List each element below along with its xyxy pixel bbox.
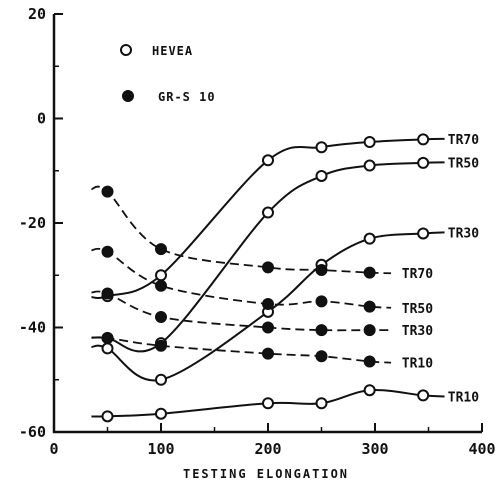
x-axis-title: TESTING ELONGATION [183, 467, 349, 481]
point-hevea-tr50 [417, 156, 430, 169]
point-grs10-tr50 [101, 245, 114, 258]
point-hevea-tr30 [155, 373, 167, 386]
legend: HEVEA GR-S 10 [120, 44, 216, 104]
point-hevea-tr30 [417, 227, 430, 240]
point-hevea-tr10 [417, 389, 430, 402]
point-hevea-tr70 [363, 136, 376, 149]
point-grs10-tr50 [315, 295, 328, 308]
point-hevea-tr70 [315, 141, 328, 154]
y-tick-label: 20 [28, 5, 46, 23]
point-grs10-tr10 [155, 339, 167, 352]
point-hevea-tr10 [262, 397, 274, 410]
y-tick-label: -20 [19, 214, 46, 232]
y-tick-label: -60 [19, 423, 46, 441]
point-grs10-tr10 [262, 347, 274, 360]
point-grs10-tr70 [262, 261, 274, 274]
point-grs10-tr70 [155, 243, 167, 256]
point-grs10-tr30 [315, 324, 328, 337]
series-curves [91, 137, 445, 418]
point-grs10-tr50 [155, 279, 167, 292]
point-hevea-tr70 [262, 154, 274, 167]
curve-hevea-tr70 [91, 137, 445, 300]
label-hevea-tr30: TR30 [448, 226, 479, 241]
x-tick-label: 200 [254, 440, 281, 458]
curve-grs10-tr70 [91, 185, 392, 275]
legend-hevea-marker [120, 44, 132, 56]
label-grs10-tr70: TR70 [402, 267, 433, 282]
x-tick-label: 100 [147, 440, 174, 458]
point-hevea-tr50 [262, 206, 274, 219]
label-hevea-tr10: TR10 [448, 390, 479, 405]
series-points [101, 133, 430, 423]
curve-grs10-tr50 [91, 247, 392, 309]
x-tick-label: 300 [361, 440, 388, 458]
legend-hevea-label: HEVEA [152, 44, 193, 58]
point-hevea-tr50 [315, 169, 328, 182]
point-hevea-tr10 [315, 397, 328, 410]
point-hevea-tr30 [101, 342, 114, 355]
legend-grs10-marker [122, 90, 134, 102]
curve-grs10-tr30 [91, 290, 392, 332]
point-hevea-tr70 [155, 269, 167, 282]
label-grs10-tr10: TR10 [402, 357, 433, 372]
curve-grs10-tr10 [91, 336, 392, 364]
point-grs10-tr30 [363, 324, 376, 337]
curve-hevea-tr50 [91, 161, 445, 353]
point-hevea-tr10 [101, 410, 114, 423]
point-grs10-tr30 [101, 287, 114, 300]
point-grs10-tr70 [101, 185, 114, 198]
point-grs10-tr10 [315, 350, 328, 363]
legend-grs10-label: GR-S 10 [158, 90, 216, 104]
point-hevea-tr50 [363, 159, 376, 172]
label-hevea-tr70: TR70 [448, 133, 479, 148]
point-grs10-tr10 [363, 355, 376, 368]
point-hevea-tr10 [155, 407, 167, 420]
label-hevea-tr50: TR50 [448, 156, 479, 171]
point-hevea-tr30 [363, 232, 376, 245]
series-labels: TR70 TR50 TR30 TR10 TR70 TR50 TR30 TR10 [402, 133, 479, 406]
point-grs10-tr70 [315, 264, 328, 277]
curve-hevea-tr30 [91, 231, 445, 382]
y-tick-label: 0 [37, 110, 46, 128]
point-grs10-tr30 [262, 321, 274, 334]
x-tick-label: 400 [468, 440, 495, 458]
y-tick-label: -40 [19, 319, 46, 337]
point-hevea-tr70 [417, 133, 430, 146]
point-grs10-tr50 [262, 297, 274, 310]
point-hevea-tr10 [363, 384, 376, 397]
point-grs10-tr70 [363, 266, 376, 279]
axes: 200-20-40-600 100 200 300 400 [19, 5, 496, 458]
point-grs10-tr30 [155, 311, 167, 324]
label-grs10-tr50: TR50 [402, 302, 433, 317]
point-grs10-tr50 [363, 300, 376, 313]
label-grs10-tr30: TR30 [402, 324, 433, 339]
x-tick-label: 0 [49, 440, 58, 458]
point-grs10-tr10 [101, 331, 114, 344]
